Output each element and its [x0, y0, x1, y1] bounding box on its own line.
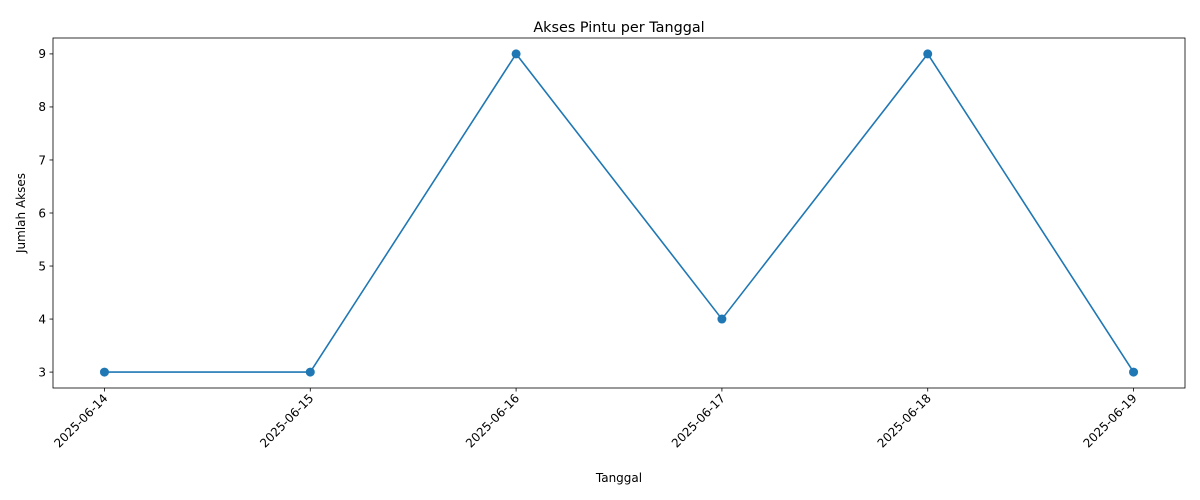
data-point [305, 367, 315, 377]
y-tick-label: 9 [38, 47, 46, 61]
x-axis-label: Tanggal [595, 471, 642, 485]
data-point [717, 314, 727, 324]
x-tick-label: 2025-06-18 [875, 391, 934, 450]
y-tick-label: 4 [38, 312, 46, 326]
chart-title: Akses Pintu per Tanggal [533, 20, 704, 36]
x-tick-label: 2025-06-19 [1080, 391, 1139, 450]
data-point [923, 49, 933, 59]
data-point [99, 367, 109, 377]
y-tick-label: 5 [38, 259, 46, 273]
y-tick-label: 6 [38, 206, 46, 220]
y-tick-label: 8 [38, 100, 46, 114]
data-point [511, 49, 521, 59]
y-tick-label: 7 [38, 153, 46, 167]
x-tick-label: 2025-06-14 [51, 391, 110, 450]
x-tick-label: 2025-06-16 [463, 391, 522, 450]
axes-frame [52, 37, 1186, 389]
y-axis-label: Jumlah Akses [14, 173, 28, 254]
data-point [1129, 367, 1139, 377]
x-tick-label: 2025-06-15 [257, 391, 316, 450]
x-tick-label: 2025-06-17 [669, 391, 728, 450]
plot-area: 3 4 5 6 7 8 9 2025-06-14 2025-06-15 2025-06-16 202… [38, 37, 1186, 450]
series-line [104, 53, 1135, 373]
y-tick-label: 3 [38, 365, 46, 379]
